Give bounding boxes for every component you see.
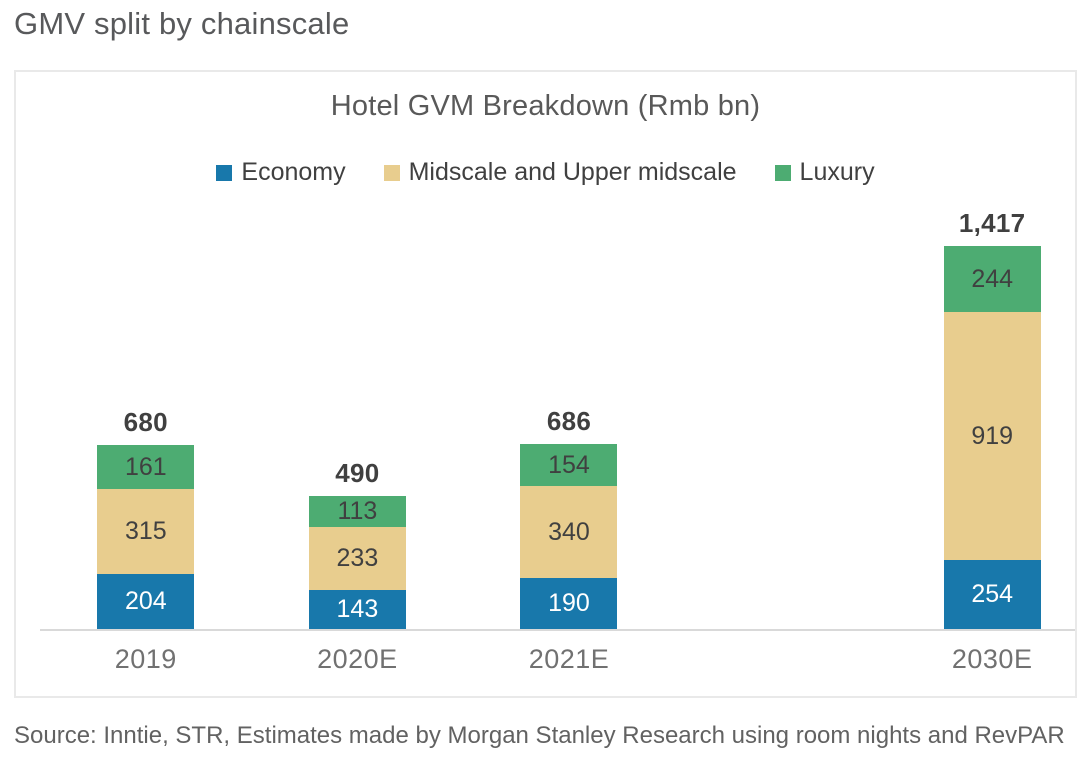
x-axis-label: 2021E	[528, 644, 610, 674]
x-axis-label-slot: 2020E	[252, 644, 464, 675]
bar-total-label: 686	[546, 406, 592, 436]
x-axis-label-slot: 2021E	[463, 644, 675, 675]
segment-value-label: 143	[336, 595, 379, 623]
bar-segment-luxury: 113	[308, 496, 406, 527]
chart-title: Hotel GVM Breakdown (Rmb bn)	[330, 90, 761, 122]
bar-column-2021E: 686 154 340 190	[463, 214, 675, 629]
chart-card: Hotel GVM Breakdown (Rmb bn) Economy Mids…	[14, 70, 1077, 698]
bar-segment-luxury: 244	[943, 246, 1041, 312]
bar-column-2030E: 1,417 244 919 254	[886, 208, 1075, 629]
plot-area: 680 161 315 204 490 113 233 143 686 154 340 190 1,41…	[40, 208, 1075, 631]
bar-segment-luxury: 161	[97, 445, 195, 489]
bar-segment-midscale-and-upper-midscale: 919	[943, 312, 1041, 560]
segment-value-label: 340	[548, 517, 590, 546]
segment-value-label: 315	[124, 517, 167, 545]
bar-column-2020E: 490 113 233 143	[252, 214, 464, 629]
x-axis-label: 2030E	[951, 644, 1033, 674]
segment-value-label: 919	[971, 421, 1014, 450]
bar-segment-midscale-and-upper-midscale: 233	[308, 527, 406, 590]
segment-value-label: 254	[971, 580, 1014, 608]
page-title: GMV split by chainscale	[14, 6, 350, 41]
bar-stack: 154 340 190	[520, 444, 618, 629]
legend-item-midscale-and-upper-midscale: Midscale and Upper midscale	[383, 158, 737, 187]
legend-swatch-icon	[383, 164, 400, 181]
x-axis-label: 2019	[114, 644, 177, 674]
source-note: Source: Inntie, STR, Estimates made by M…	[14, 722, 1065, 749]
bar-slot-empty	[675, 214, 887, 629]
bar-segment-midscale-and-upper-midscale: 315	[97, 489, 195, 574]
legend-label: Luxury	[799, 158, 875, 186]
x-axis-label: 2020E	[317, 644, 398, 674]
bar-segment-economy: 190	[520, 578, 618, 629]
x-axis: 2019 2020E 2021E 2030E	[40, 644, 1075, 675]
bar-segment-midscale-and-upper-midscale: 340	[520, 486, 618, 578]
legend-label: Midscale and Upper midscale	[408, 158, 737, 186]
segment-value-label: 244	[971, 264, 1014, 293]
legend-swatch-icon	[216, 164, 233, 181]
x-axis-label-slot: 2030E	[886, 644, 1075, 675]
segment-value-label: 161	[124, 452, 167, 481]
legend-item-luxury: Luxury	[774, 158, 875, 187]
segment-value-label: 113	[337, 497, 378, 525]
segment-value-label: 154	[548, 450, 590, 479]
bar-total-label: 1,417	[958, 208, 1026, 238]
bar-segment-economy: 254	[943, 560, 1041, 629]
segment-value-label: 233	[336, 544, 379, 572]
bar-stack: 113 233 143	[308, 496, 406, 629]
bar-segment-economy: 143	[308, 590, 406, 629]
bar-column-2019: 680 161 315 204	[40, 214, 252, 629]
bar-segment-luxury: 154	[520, 444, 618, 486]
bar-stack: 161 315 204	[97, 445, 195, 629]
bar-total-label: 680	[123, 407, 168, 437]
legend-item-economy: Economy	[216, 158, 346, 187]
x-axis-label-slot: 2019	[40, 644, 252, 675]
chart-legend: Economy Midscale and Upper midscale Luxury	[16, 158, 1075, 187]
bar-total-label: 490	[335, 458, 380, 488]
legend-label: Economy	[241, 158, 346, 186]
bar-stack: 244 919 254	[943, 246, 1041, 629]
segment-value-label: 190	[548, 589, 590, 617]
x-slot-empty	[675, 644, 887, 675]
legend-swatch-icon	[774, 164, 791, 181]
bar-segment-economy: 204	[97, 574, 195, 629]
segment-value-label: 204	[124, 587, 167, 615]
